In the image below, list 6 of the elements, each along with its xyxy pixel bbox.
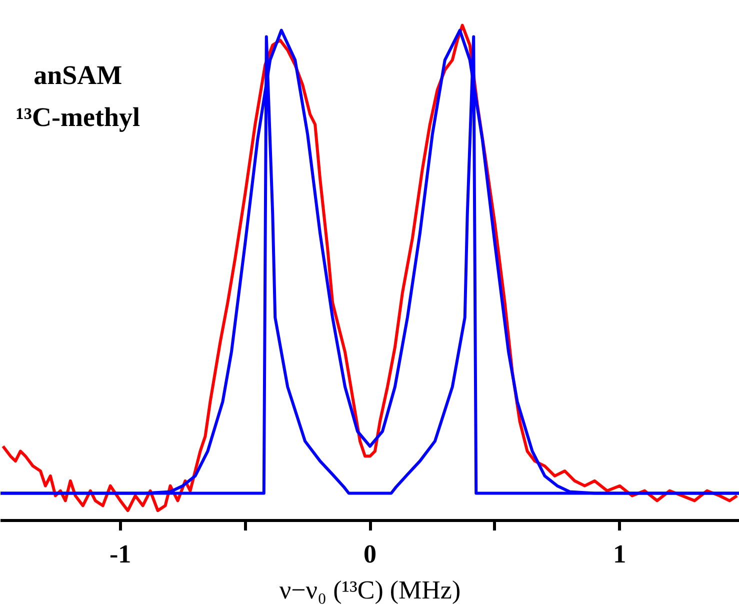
annotation: ¹³C-methyl	[16, 102, 140, 132]
x-tick-label: -1	[110, 540, 132, 568]
x-axis-title: ν−ν₀ (¹³C) (MHz)	[279, 576, 461, 604]
annotation: anSAM	[34, 60, 122, 90]
x-tick-label: 0	[364, 540, 376, 568]
x-tick-label: 1	[613, 540, 626, 568]
